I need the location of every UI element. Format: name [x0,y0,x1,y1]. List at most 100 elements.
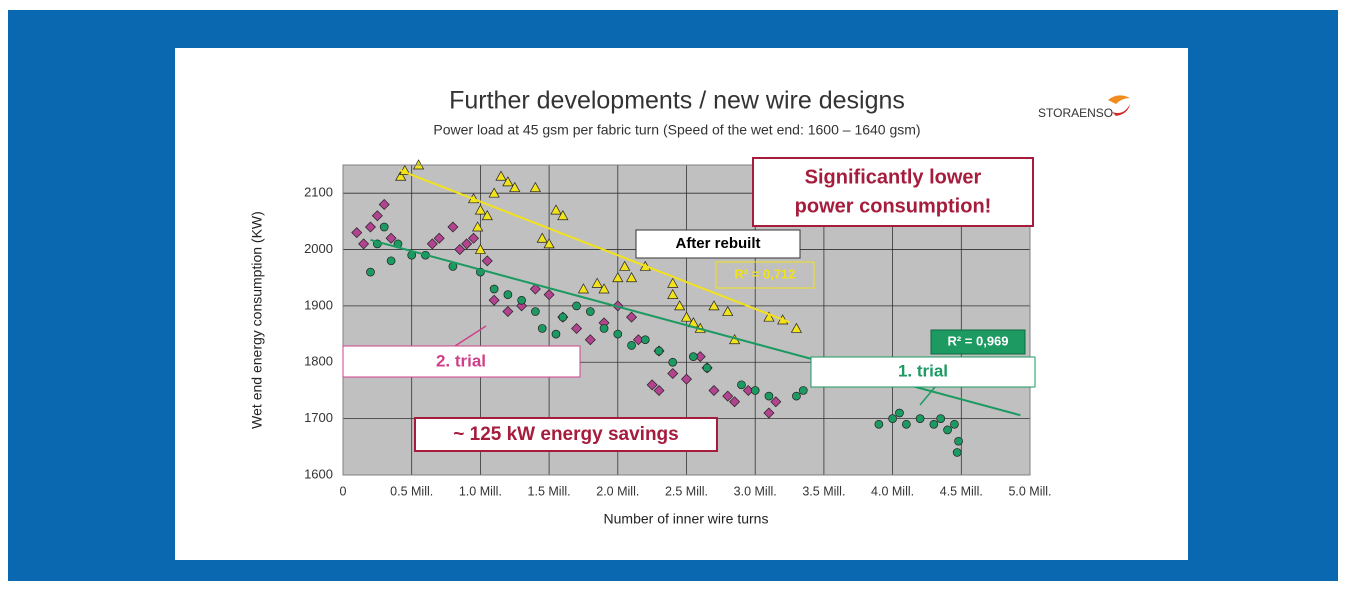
point [536,232,548,243]
x-tick-label: 4.5 Mill. [940,484,983,498]
point [668,357,678,367]
point [509,181,521,192]
x-tick-label: 2.5 Mill. [665,484,708,498]
point [537,324,547,333]
point [447,221,459,233]
point [531,307,540,316]
point [625,272,638,283]
point [550,204,562,215]
y-tick-label: 1800 [304,354,333,369]
point [585,307,595,316]
point [667,368,679,380]
point [627,341,636,350]
chart-title: Further developments / new wire designs [449,87,905,115]
point [503,290,513,299]
x-tick-label: 2.0 Mill. [596,484,639,498]
x-tick-label: 0 [340,484,347,498]
point [702,363,712,373]
point [474,243,486,254]
point [936,414,946,423]
point [792,391,801,401]
point [379,222,389,232]
point [681,373,692,385]
point [888,414,897,423]
point [577,283,590,294]
x-axis-label: Number of inner wire turns [604,511,769,527]
point [626,311,638,323]
point [366,267,375,277]
point [502,306,514,318]
x-tick-label: 1.5 Mill. [528,484,571,498]
trend-line [398,169,790,324]
point [489,284,499,294]
point [358,238,370,250]
logo-swirl [1108,95,1130,104]
point [667,288,679,299]
point [722,305,734,316]
point [591,277,603,288]
point [572,301,581,311]
y-tick-label: 1900 [304,297,333,312]
point [495,170,507,181]
label-text: 2. trial [436,351,486,370]
point [551,329,561,339]
x-tick-label: 3.0 Mill. [734,484,777,498]
label-box [635,229,801,259]
y-tick-label: 1700 [304,410,333,425]
point [770,396,782,408]
point [708,384,720,396]
point [654,346,664,356]
plot-border [342,164,1031,476]
point [481,210,493,221]
point [474,204,486,215]
callout-text: Significantly lower [805,166,982,188]
x-tick-label: 4.0 Mill. [871,484,914,498]
y-axis-label: Wet end energy consumption (KW) [249,211,265,429]
point [653,384,665,396]
point [543,238,555,249]
point [667,277,679,288]
point [874,419,884,429]
point [722,390,734,402]
point [571,322,583,334]
point [613,329,623,339]
point [674,300,686,311]
y-tick-label: 1600 [304,466,333,481]
point [640,335,650,345]
r2-label: R² = 0,969 [947,333,1008,348]
point [680,311,693,322]
y-tick-label: 2000 [304,241,333,256]
x-tick-label: 3.5 Mill. [802,484,845,498]
point [952,448,962,457]
arrow [919,386,936,406]
callout-box [752,157,1034,227]
point [612,272,624,283]
point [378,198,390,210]
point [557,210,569,221]
point [386,256,396,266]
arrow [454,325,487,347]
point [461,238,473,250]
y-tick-label: 2100 [304,185,333,200]
point [454,244,466,256]
label-box [342,345,581,378]
point [763,407,775,419]
point [433,232,445,244]
point [351,227,363,239]
point [517,295,526,305]
point [708,300,720,311]
point [364,221,376,233]
point [584,334,596,346]
x-tick-label: 5.0 Mill. [1008,484,1051,498]
point [529,181,541,192]
point [737,380,746,390]
point [950,419,959,429]
point [689,352,698,361]
point [954,436,963,446]
point [502,176,514,187]
point [481,255,493,267]
point [943,425,952,435]
logo-text: STORAENSO [1038,106,1113,120]
label-box [810,356,1036,388]
